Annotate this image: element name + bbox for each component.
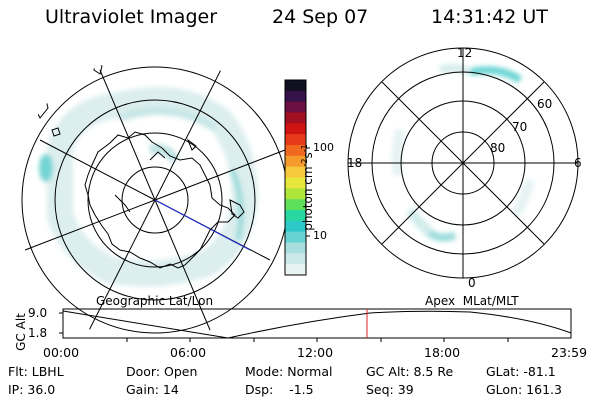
- y-tick-top: 9.0: [28, 306, 48, 320]
- gc-alt-axis-label: GC Alt: [13, 313, 28, 351]
- geographic-map-title: Geographic Lat/Lon: [96, 294, 214, 308]
- mlt-label-0: 0: [468, 276, 476, 290]
- south-america-coastline: [33, 58, 51, 119]
- info-mode: Mode: Normal: [245, 364, 333, 379]
- info-ip: IP: 36.0: [8, 382, 56, 397]
- colorbar-segment: [285, 220, 306, 233]
- orbit-track: [154, 199, 251, 251]
- magnetic-map-title: Apex MLat/MLT: [425, 294, 519, 308]
- colorbar-segment: [285, 188, 306, 200]
- colorbar-unit-label: photon cm-2s-1: [299, 144, 315, 231]
- colorbar-segment: [285, 112, 306, 124]
- info-dsp: Dsp: -1.5: [245, 382, 314, 397]
- colorbar-segment: [285, 231, 306, 243]
- colorbar-tick-100: 100: [313, 141, 334, 154]
- info-seq: Seq: 39: [366, 382, 414, 397]
- info-glon: GLon: 161.3: [486, 382, 562, 397]
- info-gain: Gain: 14: [126, 382, 179, 397]
- date-label: 24 Sep 07: [272, 6, 369, 28]
- x-tick-0600: 06:00: [170, 345, 207, 360]
- info-door: Door: Open: [126, 364, 198, 379]
- colorbar-segment: [285, 101, 306, 113]
- mlat-label-80: 80: [490, 141, 506, 155]
- x-tick-0000: 00:00: [43, 345, 80, 360]
- colorbar-segment: [285, 242, 306, 254]
- altitude-curve: [62, 310, 572, 339]
- meridians: [24, 55, 286, 345]
- colorbar-segment: [285, 199, 306, 211]
- mlt-label-18: 18: [347, 156, 363, 170]
- mlt-label-12: 12: [457, 46, 473, 60]
- time-label: 14:31:42 UT: [431, 6, 548, 28]
- colorbar-segment: [285, 145, 306, 157]
- altitude-plot: [59, 308, 572, 342]
- info-gc-alt: GC Alt: 8.5 Re: [366, 364, 454, 379]
- colorbar-segment: [285, 177, 306, 189]
- mlat-label-70: 70: [512, 120, 528, 134]
- x-tick-1200: 12:00: [297, 345, 334, 360]
- colorbar-segment: [285, 264, 306, 276]
- latitude-circles: [10, 55, 300, 345]
- instrument-title: Ultraviolet Imager: [45, 6, 218, 28]
- colorbar-segment: [285, 134, 306, 146]
- x-tick-2359: 23:59: [551, 345, 588, 360]
- geographic-map: [10, 55, 300, 345]
- mlt-label-6: 6: [574, 156, 582, 170]
- colorbar-segment: [285, 155, 306, 168]
- colorbar-segment: [285, 210, 306, 222]
- auroral-oval-geo: [39, 87, 259, 287]
- magnetic-map: [347, 47, 579, 279]
- colorbar-segment: [285, 90, 306, 103]
- x-tick-1800: 18:00: [424, 345, 461, 360]
- antarctica-coastline: [84, 131, 236, 269]
- new-zealand-coastline: [229, 199, 245, 219]
- colorbar-segment: [285, 166, 306, 178]
- colorbar-segment: [285, 80, 306, 92]
- colorbar-tick-10: 10: [313, 229, 327, 242]
- mlat-label-60: 60: [537, 97, 553, 111]
- colorbar-segment: [285, 253, 306, 265]
- colorbar: [284, 79, 310, 276]
- info-flt: Flt: LBHL: [8, 364, 64, 379]
- info-glat: GLat: -81.1: [486, 364, 556, 379]
- y-tick-bottom: 1.8: [28, 326, 48, 340]
- colorbar-segment: [285, 123, 306, 135]
- auroral-oval-mag: [391, 63, 535, 242]
- mlt-lines: [348, 48, 578, 278]
